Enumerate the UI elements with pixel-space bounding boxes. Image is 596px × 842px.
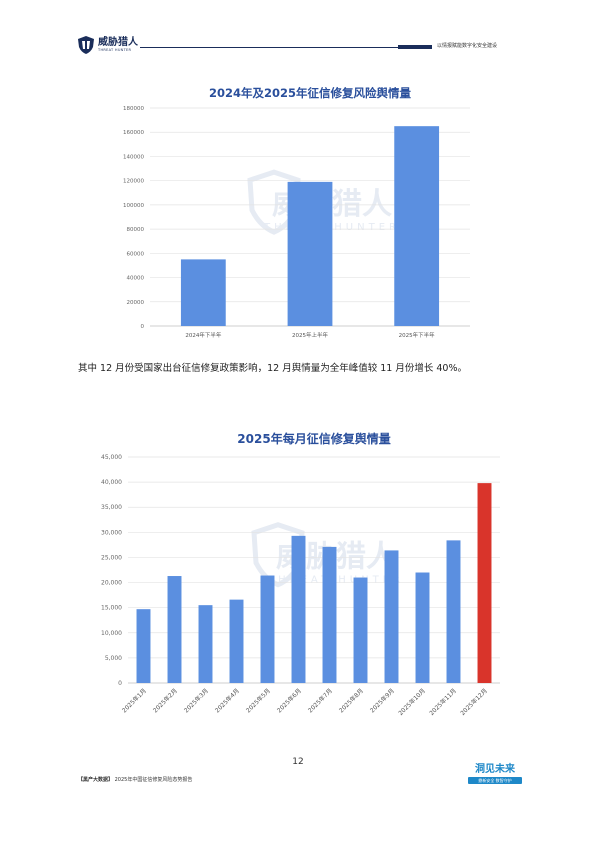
logo-text-en: THREAT HUNTER xyxy=(98,48,132,52)
bar xyxy=(394,126,440,326)
bar xyxy=(415,572,430,683)
y-tick-label: 80000 xyxy=(127,227,145,233)
y-tick-label: 160000 xyxy=(123,130,144,136)
chart-title: 2024年及2025年征信修复风险舆情量 xyxy=(209,86,412,100)
bar xyxy=(180,259,226,326)
bar xyxy=(167,576,182,683)
y-tick-label: 100000 xyxy=(123,203,144,209)
page-header: 威胁猎人 THREAT HUNTER 以情报赋能数字化安全建设 xyxy=(0,0,596,60)
logo-text-cn: 威胁猎人 xyxy=(98,37,138,48)
footer-brand-title: 洞见未来 xyxy=(475,764,515,775)
bar xyxy=(287,181,333,326)
header-rule xyxy=(140,47,432,48)
x-tick-label: 2025年10月 xyxy=(397,687,427,717)
footer-brand-subtitle: 鼎新安全 数智守护 xyxy=(468,777,522,784)
x-tick-label: 2024年下半年 xyxy=(185,331,221,339)
y-tick-label: 20000 xyxy=(127,300,145,306)
y-tick-label: 40000 xyxy=(127,276,145,282)
header-accent-bar xyxy=(398,45,432,49)
x-tick-label: 2025年8月 xyxy=(337,687,365,715)
bar xyxy=(446,540,461,683)
bar xyxy=(198,605,213,683)
footer-report-title: 2025年中国征信修复风险态势报告 xyxy=(114,777,193,783)
bar xyxy=(384,550,399,683)
x-tick-label: 2025年9月 xyxy=(368,687,396,715)
y-tick-label: 45,000 xyxy=(101,454,122,461)
x-tick-label: 2025年4月 xyxy=(213,687,241,715)
y-tick-label: 0 xyxy=(118,680,122,687)
bar xyxy=(477,483,492,683)
bar xyxy=(229,599,244,683)
y-tick-label: 20,000 xyxy=(101,580,122,587)
y-tick-label: 5,000 xyxy=(105,655,122,662)
footer-brand-badge: 洞见未来 鼎新安全 数智守护 xyxy=(468,764,522,788)
y-tick-label: 30,000 xyxy=(101,529,122,536)
x-tick-label: 2025年上半年 xyxy=(292,331,328,339)
y-tick-label: 180000 xyxy=(123,106,144,112)
y-tick-label: 35,000 xyxy=(101,504,122,511)
x-tick-label: 2025年12月 xyxy=(459,687,489,717)
x-tick-label: 2025年6月 xyxy=(275,687,303,715)
x-tick-label: 2025年1月 xyxy=(120,687,148,715)
chart-title: 2025年每月征信修复舆情量 xyxy=(237,431,390,446)
y-tick-label: 25,000 xyxy=(101,554,122,561)
bar xyxy=(136,609,151,683)
bar xyxy=(322,546,337,683)
page-footer: 【黑产大数据】 2025年中国征信修复风险态势报告 xyxy=(78,776,192,783)
y-tick-label: 120000 xyxy=(123,179,144,185)
x-tick-label: 2025年下半年 xyxy=(399,331,435,339)
footer-tag: 【黑产大数据】 xyxy=(78,777,114,783)
header-tagline: 以情报赋能数字化安全建设 xyxy=(437,43,498,49)
bar xyxy=(260,575,275,683)
y-tick-label: 10,000 xyxy=(101,630,122,637)
x-tick-label: 2025年2月 xyxy=(151,687,179,715)
x-tick-label: 2025年11月 xyxy=(428,687,458,717)
bar xyxy=(353,577,368,683)
page-number: 12 xyxy=(292,757,304,767)
y-tick-label: 60000 xyxy=(127,251,145,257)
body-paragraph: 其中 12 月份受国家出台征信修复政策影响，12 月舆情量为全年峰值较 11 月… xyxy=(78,363,468,374)
logo: 威胁猎人 THREAT HUNTER xyxy=(78,36,138,54)
y-tick-label: 40,000 xyxy=(101,479,122,486)
y-tick-label: 140000 xyxy=(123,154,144,160)
y-tick-label: 15,000 xyxy=(101,605,122,612)
shield-icon xyxy=(78,36,94,54)
x-tick-label: 2025年5月 xyxy=(244,687,272,715)
x-tick-label: 2025年3月 xyxy=(182,687,210,715)
bar xyxy=(291,535,306,683)
x-tick-label: 2025年7月 xyxy=(306,687,334,715)
y-tick-label: 0 xyxy=(141,324,145,330)
